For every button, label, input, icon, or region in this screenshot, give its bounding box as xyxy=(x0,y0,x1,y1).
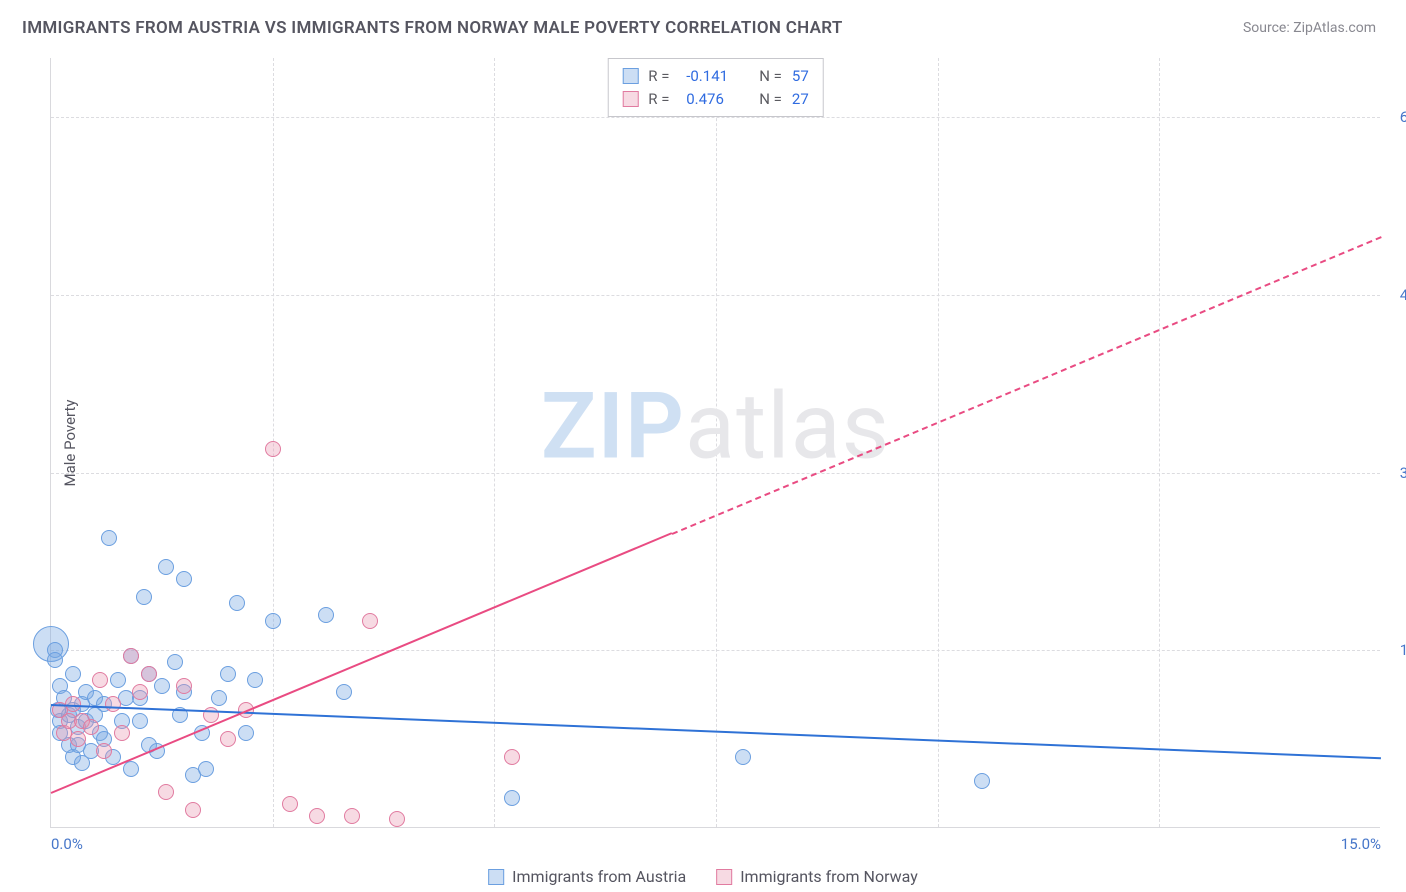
data-point-norway xyxy=(504,749,520,765)
y-tick-label: 45.0% xyxy=(1385,286,1406,304)
trend-line xyxy=(671,236,1381,535)
r-value: 0.476 xyxy=(686,88,741,111)
correlation-legend: R = -0.141 N = 57 R = 0.476 N = 27 xyxy=(607,58,824,117)
legend-row-austria: R = -0.141 N = 57 xyxy=(622,65,809,88)
legend-label: Immigrants from Norway xyxy=(740,867,918,886)
data-point-norway xyxy=(96,743,112,759)
data-point-norway xyxy=(389,811,405,827)
data-point-norway xyxy=(70,731,86,747)
data-point-norway xyxy=(65,696,81,712)
x-tick-label: 0.0% xyxy=(51,835,83,853)
data-point-austria xyxy=(101,530,117,546)
n-label: N = xyxy=(759,65,782,88)
data-point-norway xyxy=(344,808,360,824)
data-point-norway xyxy=(265,441,281,457)
data-point-austria xyxy=(167,654,183,670)
data-point-austria xyxy=(158,559,174,575)
y-tick-label: 15.0% xyxy=(1385,641,1406,659)
data-point-norway xyxy=(123,648,139,664)
data-point-austria xyxy=(974,773,990,789)
data-point-austria xyxy=(65,666,81,682)
n-label: N = xyxy=(759,88,782,111)
data-point-austria xyxy=(136,589,152,605)
x-tick-label: 15.0% xyxy=(1341,835,1381,853)
legend-item-norway: Immigrants from Norway xyxy=(716,867,918,886)
data-point-norway xyxy=(141,666,157,682)
legend-swatch xyxy=(622,68,638,84)
data-point-austria xyxy=(47,652,63,668)
source-label: Source: ZipAtlas.com xyxy=(1243,20,1376,36)
data-point-austria xyxy=(110,672,126,688)
data-point-norway xyxy=(220,731,236,747)
data-point-austria xyxy=(229,595,245,611)
data-point-norway xyxy=(362,613,378,629)
data-point-norway xyxy=(92,672,108,688)
y-tick-label: 30.0% xyxy=(1385,464,1406,482)
data-point-norway xyxy=(132,684,148,700)
legend-item-austria: Immigrants from Austria xyxy=(488,867,686,886)
data-point-austria xyxy=(211,690,227,706)
scatter-plot: ZIPatlas R =-0.141N =57R =0.476N =27 15.… xyxy=(50,58,1380,828)
chart-title: IMMIGRANTS FROM AUSTRIA VS IMMIGRANTS FR… xyxy=(22,18,843,38)
data-point-austria xyxy=(220,666,236,682)
gridline-v xyxy=(938,58,939,827)
data-point-austria xyxy=(123,761,139,777)
data-point-norway xyxy=(83,719,99,735)
data-point-norway xyxy=(105,696,121,712)
data-point-austria xyxy=(154,678,170,694)
data-point-austria xyxy=(198,761,214,777)
r-value: -0.141 xyxy=(686,65,741,88)
data-point-norway xyxy=(185,802,201,818)
r-label: R = xyxy=(648,65,676,88)
data-point-norway xyxy=(176,678,192,694)
gridline-v xyxy=(716,58,717,827)
legend-row-norway: R = 0.476 N = 27 xyxy=(622,88,809,111)
data-point-austria xyxy=(132,713,148,729)
data-point-austria xyxy=(336,684,352,700)
data-point-austria xyxy=(318,607,334,623)
data-point-norway xyxy=(282,796,298,812)
legend-swatch xyxy=(622,91,638,107)
data-point-austria xyxy=(735,749,751,765)
gridline-v xyxy=(1159,58,1160,827)
data-point-austria xyxy=(176,571,192,587)
data-point-norway xyxy=(158,784,174,800)
data-point-austria xyxy=(265,613,281,629)
legend-label: Immigrants from Austria xyxy=(512,867,686,886)
legend-swatch xyxy=(716,869,732,885)
data-point-norway xyxy=(114,725,130,741)
y-tick-label: 60.0% xyxy=(1385,108,1406,126)
data-point-norway xyxy=(309,808,325,824)
legend-swatch xyxy=(488,869,504,885)
data-point-austria xyxy=(504,790,520,806)
n-value: 57 xyxy=(792,65,809,88)
series-legend: Immigrants from Austria Immigrants from N… xyxy=(488,867,918,886)
r-label: R = xyxy=(648,88,676,111)
gridline-v xyxy=(494,58,495,827)
n-value: 27 xyxy=(792,88,809,111)
data-point-austria xyxy=(238,725,254,741)
trend-line xyxy=(51,533,672,795)
data-point-austria xyxy=(247,672,263,688)
